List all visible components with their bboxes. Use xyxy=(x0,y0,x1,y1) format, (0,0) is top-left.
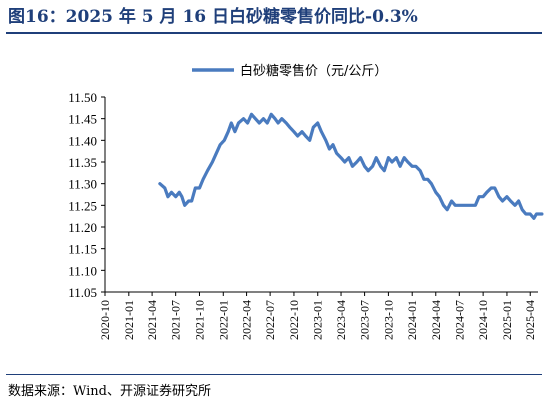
x-tick-label: 2022-07 xyxy=(263,300,277,340)
x-tick-label: 2024-10 xyxy=(476,300,490,340)
y-tick-label: 11.30 xyxy=(68,177,97,192)
title-divider xyxy=(6,32,542,34)
source-divider xyxy=(6,374,542,375)
x-tick-label: 2025-01 xyxy=(500,300,514,340)
y-tick-label: 11.50 xyxy=(68,90,97,105)
x-tick-label: 2022-10 xyxy=(287,300,301,340)
y-tick-label: 11.45 xyxy=(68,112,97,127)
chart-title: 图16：2025 年 5 月 16 日白砂糖零售价同比-0.3% xyxy=(8,7,418,27)
x-tick-label: 2025-04 xyxy=(523,300,537,340)
x-tick-label: 2024-04 xyxy=(429,300,443,340)
y-tick-label: 11.20 xyxy=(68,220,97,235)
y-tick-label: 11.40 xyxy=(68,133,97,148)
x-tick-label: 2023-04 xyxy=(334,300,348,340)
x-tick-label: 2024-07 xyxy=(452,300,466,340)
x-tick-label: 2021-01 xyxy=(122,300,136,340)
y-tick-label: 11.15 xyxy=(68,242,97,257)
x-tick-label: 2023-01 xyxy=(311,300,325,340)
y-tick-label: 11.10 xyxy=(68,263,97,278)
x-tick-label: 2023-10 xyxy=(381,300,395,340)
x-tick-label: 2021-07 xyxy=(169,300,183,340)
x-tick-label: 2024-01 xyxy=(405,300,419,340)
series-line xyxy=(158,112,544,220)
data-source-note: 数据来源：Wind、开源证券研究所 xyxy=(8,384,211,399)
x-tick-label: 2021-04 xyxy=(145,300,159,340)
x-tick-label: 2020-10 xyxy=(98,300,112,340)
x-tick-label: 2022-01 xyxy=(216,300,230,340)
legend-label: 白砂糖零售价（元/公斤） xyxy=(240,63,387,79)
x-tick-label: 2021-10 xyxy=(192,300,206,340)
y-tick-label: 11.35 xyxy=(68,155,97,170)
line-chart: 11.50 11.45 11.40 11.35 11.30 11.25 11.20 11.15… xyxy=(68,63,544,340)
x-tick-label: 2023-07 xyxy=(358,300,372,340)
x-tick-label: 2022-04 xyxy=(240,300,254,340)
y-tick-label: 11.25 xyxy=(68,198,97,213)
y-tick-label: 11.05 xyxy=(68,285,97,300)
